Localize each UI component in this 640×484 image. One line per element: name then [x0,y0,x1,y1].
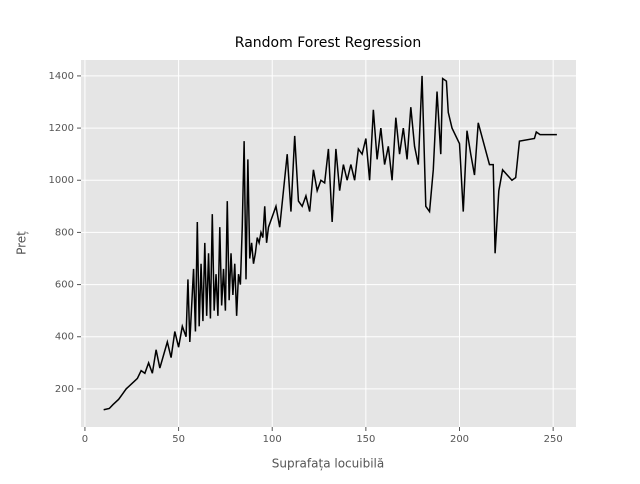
x-tick-label: 200 [450,434,469,445]
y-tick-label: 1400 [49,71,74,82]
chart-title: Random Forest Regression [235,35,421,51]
y-tick-label: 800 [55,227,74,238]
x-tick-label: 150 [356,434,375,445]
x-tick-label: 0 [82,434,88,445]
y-tick-label: 600 [55,280,74,291]
x-axis-label: Suprafața locuibilă [272,457,384,471]
x-tick-label: 50 [172,434,185,445]
x-tick-label: 100 [263,434,282,445]
y-tick-label: 1200 [49,123,74,134]
y-tick-label: 200 [55,384,74,395]
x-tick-label: 250 [544,434,563,445]
y-tick-label: 400 [55,332,74,343]
plot-area [81,60,576,427]
y-axis-label: Preț [15,231,29,255]
line [103,75,557,411]
y-tick-label: 1000 [49,175,74,186]
